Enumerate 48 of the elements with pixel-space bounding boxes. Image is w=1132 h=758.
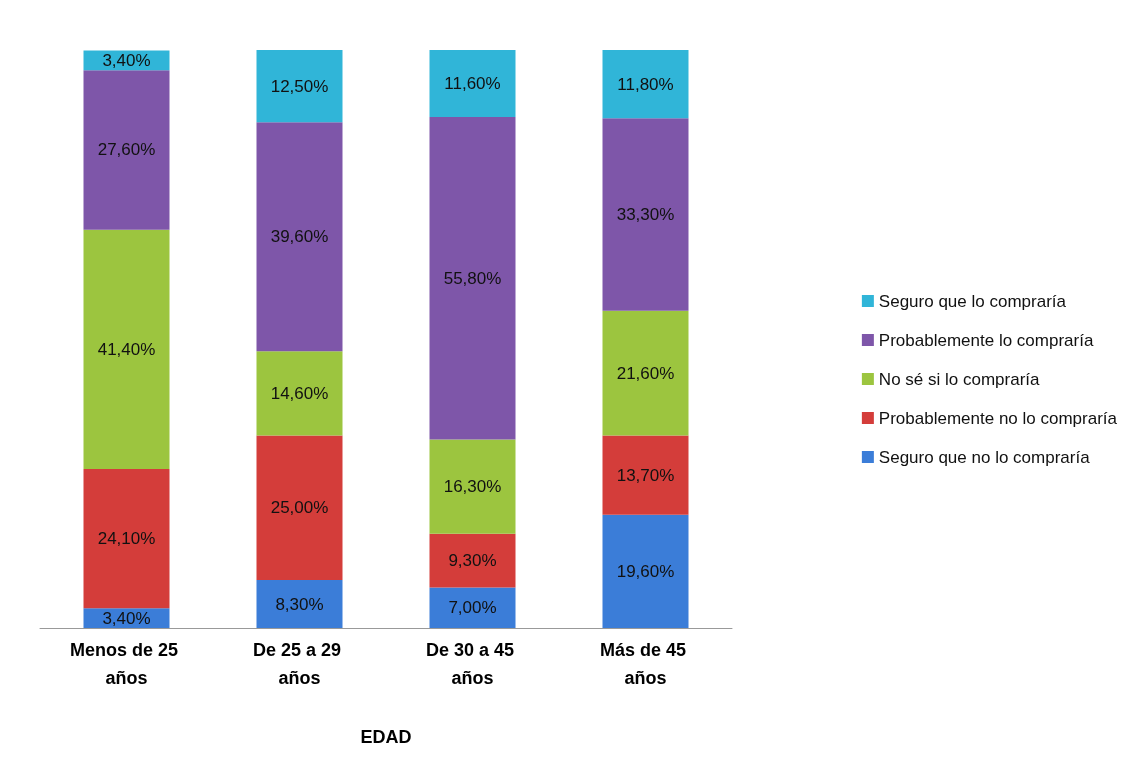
legend-label: Seguro que no lo compraría [878, 447, 1091, 467]
bar [429, 587, 516, 628]
legend-label: No sé si lo compraría [878, 369, 1041, 389]
data-label: 41,40% [97, 339, 156, 359]
x-tick-label: De 30 a 45 años [425, 640, 520, 688]
bar [602, 514, 689, 628]
data-label: 3,40% [102, 608, 151, 628]
bar [256, 122, 343, 352]
x-tick-label: Más de 45 años [599, 640, 692, 688]
data-label: 9,30% [448, 551, 497, 571]
x-tick-label: Menos de 25 años [69, 640, 184, 688]
data-label: 14,60% [270, 383, 329, 403]
bar [429, 439, 516, 534]
data-label: 3,40% [102, 50, 151, 70]
data-label: 39,60% [270, 227, 329, 247]
bar [83, 469, 170, 609]
data-label: 13,70% [616, 465, 675, 485]
data-label: 16,30% [443, 477, 502, 497]
data-label: 27,60% [97, 140, 156, 160]
data-label: 19,60% [616, 561, 675, 581]
bar [602, 435, 689, 515]
x-tick-label: De 25 a 29 años [252, 640, 347, 688]
bar [602, 310, 689, 436]
legend-label: Probablemente lo compraría [878, 330, 1094, 350]
bar [256, 435, 343, 581]
bar [429, 117, 516, 440]
bar [256, 50, 343, 123]
data-label: 11,80% [617, 74, 674, 94]
data-label: 12,50% [270, 76, 329, 96]
legend-label: Seguro que lo compraría [878, 291, 1067, 311]
x-axis-title: EDAD [360, 727, 412, 747]
data-label: 33,30% [616, 204, 675, 224]
bar [83, 229, 170, 470]
data-label: 21,60% [616, 363, 675, 383]
bar [429, 533, 516, 588]
bar [256, 580, 343, 628]
data-label: 24,10% [97, 529, 156, 549]
data-label: 55,80% [443, 268, 502, 288]
legend-label: Probablemente no lo compraría [878, 408, 1118, 428]
bar [602, 50, 689, 119]
bar [256, 351, 343, 436]
bar [83, 70, 170, 230]
bar [602, 118, 689, 311]
data-label: 7,00% [448, 598, 497, 618]
data-label: 11,60% [444, 74, 501, 94]
data-label: 8,30% [275, 594, 324, 614]
data-label: 25,00% [270, 498, 329, 518]
bar [429, 50, 516, 118]
